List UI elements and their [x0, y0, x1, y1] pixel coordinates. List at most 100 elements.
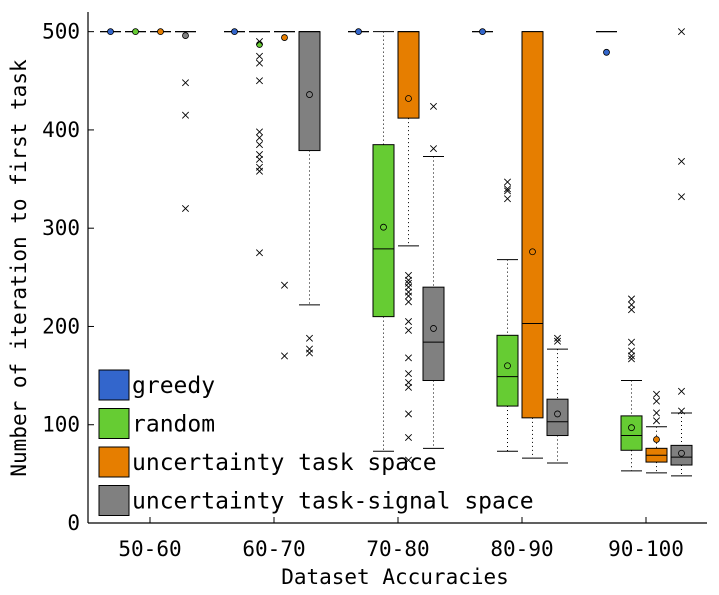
outlier-point: [627, 355, 636, 363]
outlier-point: [503, 178, 512, 186]
x-tick-label: 50-60: [118, 537, 181, 561]
outlier-point: [627, 338, 636, 346]
outlier-point: [255, 59, 264, 67]
outlier-point: [677, 387, 686, 395]
outlier-point: [255, 150, 264, 159]
mean-marker: [504, 362, 511, 370]
box: [521, 31, 544, 419]
outlier-point: [404, 456, 413, 464]
outlier-point: [553, 334, 562, 342]
y-tick-label: 300: [42, 216, 80, 240]
box: [372, 144, 395, 318]
mean-marker: [355, 28, 362, 36]
legend-swatch: [98, 485, 130, 516]
legend-swatch: [98, 408, 130, 439]
outlier-point: [305, 349, 314, 357]
box: [298, 31, 321, 152]
outlier-point: [627, 306, 636, 314]
y-tick-label: 0: [67, 511, 80, 535]
outlier-point: [255, 52, 264, 60]
outlier-point: [280, 281, 289, 289]
outlier-point: [627, 295, 636, 303]
outlier-point: [677, 193, 686, 201]
mean-marker: [554, 410, 561, 418]
outlier-point: [181, 79, 190, 87]
outlier-point: [255, 37, 264, 45]
legend-swatch: [98, 446, 130, 478]
legend-label: random: [132, 412, 215, 438]
outlier-point: [503, 195, 512, 203]
mean-marker: [231, 28, 238, 36]
outlier-point: [404, 276, 413, 284]
mean-marker: [281, 34, 288, 41]
outlier-point: [404, 271, 413, 279]
mean-marker: [380, 223, 387, 231]
outlier-point: [677, 28, 686, 36]
mean-marker: [256, 41, 263, 48]
y-axis-title: Number of iteration to first task: [7, 59, 31, 477]
mean-marker: [603, 48, 610, 56]
legend-label: greedy: [132, 373, 215, 399]
outlier-point: [255, 141, 264, 149]
mean-marker: [628, 424, 635, 432]
mean-marker: [678, 449, 685, 457]
outlier-point: [652, 397, 661, 405]
box: [670, 444, 693, 466]
mean-marker: [653, 436, 660, 443]
outlier-point: [429, 102, 438, 110]
y-tick-label: 200: [42, 314, 80, 338]
mean-marker: [405, 95, 412, 102]
outlier-point: [677, 157, 686, 165]
mean-marker: [107, 28, 114, 36]
outlier-point: [404, 318, 413, 326]
outlier-point: [404, 410, 413, 418]
outlier-point: [627, 347, 636, 355]
outlier-point: [404, 326, 413, 334]
outlier-point: [404, 370, 413, 378]
outlier-point: [255, 249, 264, 257]
box: [620, 415, 643, 451]
outlier-point: [404, 292, 413, 300]
outlier-point: [553, 337, 562, 345]
outlier-point: [255, 167, 264, 175]
box: [397, 31, 420, 119]
marks-layer: [100, 28, 693, 477]
outlier-point: [404, 433, 413, 442]
outlier-point: [181, 111, 190, 119]
outlier-point: [627, 301, 636, 309]
outlier-point: [503, 187, 512, 195]
outlier-point: [503, 185, 512, 193]
outlier-point: [305, 334, 314, 342]
outlier-point: [677, 407, 686, 415]
box: [496, 334, 519, 407]
outlier-point: [255, 134, 264, 142]
box: [546, 398, 569, 437]
legend-swatch: [98, 369, 130, 401]
outlier-point: [404, 378, 413, 386]
legend-label: uncertainty task-signal space: [132, 489, 534, 515]
box: [422, 286, 445, 382]
outlier-point: [404, 283, 413, 291]
outlier-point: [255, 155, 264, 163]
outlier-point: [627, 352, 636, 360]
outlier-point: [404, 298, 413, 306]
x-tick-label: 80-90: [490, 537, 553, 561]
ticks-layer: 0 100 200 300 400 500 50-60 60-70 70-80 80-90 90-1…: [42, 20, 684, 561]
outlier-point: [652, 409, 661, 417]
mean-marker: [157, 28, 164, 36]
mean-marker: [529, 248, 536, 256]
outlier-point: [181, 205, 190, 213]
y-tick-label: 100: [42, 413, 80, 437]
mean-marker: [479, 28, 486, 36]
y-tick-label: 400: [42, 118, 80, 142]
x-tick-label: 70-80: [366, 537, 429, 561]
legend: greedy random uncertainty task space uncert…: [98, 369, 534, 516]
outlier-point: [404, 354, 413, 362]
outlier-point: [404, 383, 413, 391]
x-tick-label: 60-70: [242, 537, 305, 561]
x-axis-title: Dataset Accuracies: [281, 565, 509, 589]
x-tick-label: 90-100: [608, 537, 684, 561]
mean-marker: [132, 28, 139, 36]
outlier-point: [652, 417, 661, 425]
outlier-point: [255, 77, 264, 85]
